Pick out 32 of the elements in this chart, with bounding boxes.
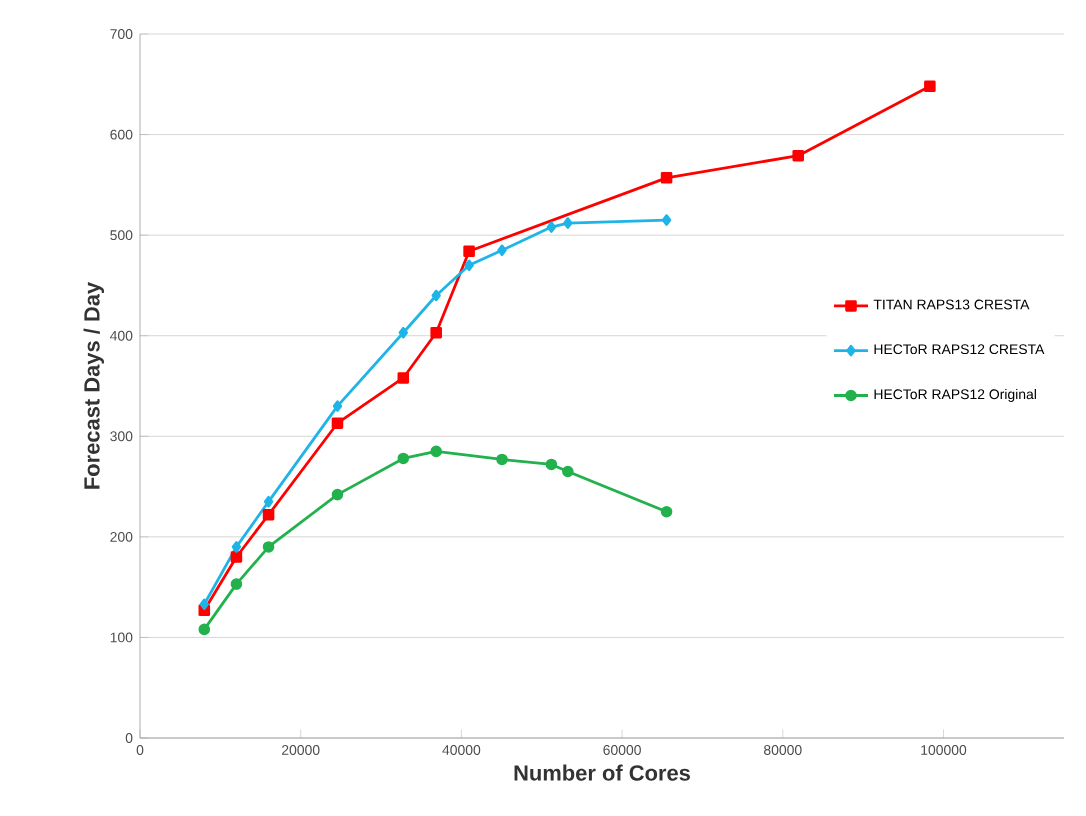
point [463,245,475,258]
point [230,551,243,563]
point [546,221,557,233]
point [545,458,558,471]
point [562,465,574,478]
point [496,453,508,466]
point [198,623,211,636]
point [331,488,344,501]
point [397,452,410,465]
y-axis-title: Forecast Days / Day [83,282,104,489]
point [262,508,275,521]
point [231,541,242,553]
x-axis-title: Number of Cores [514,764,690,781]
point [262,541,275,553]
point [660,505,673,518]
point [431,289,441,302]
point [563,217,573,229]
point [332,400,343,412]
point [397,372,410,384]
point [464,259,474,272]
point [199,598,209,611]
point [660,172,673,184]
point [430,326,442,339]
point [661,214,672,226]
point [497,244,507,257]
point [230,578,243,590]
point [792,149,804,162]
point [398,326,408,339]
point [924,80,936,93]
point [263,495,274,508]
point [331,417,344,429]
point [430,445,442,458]
